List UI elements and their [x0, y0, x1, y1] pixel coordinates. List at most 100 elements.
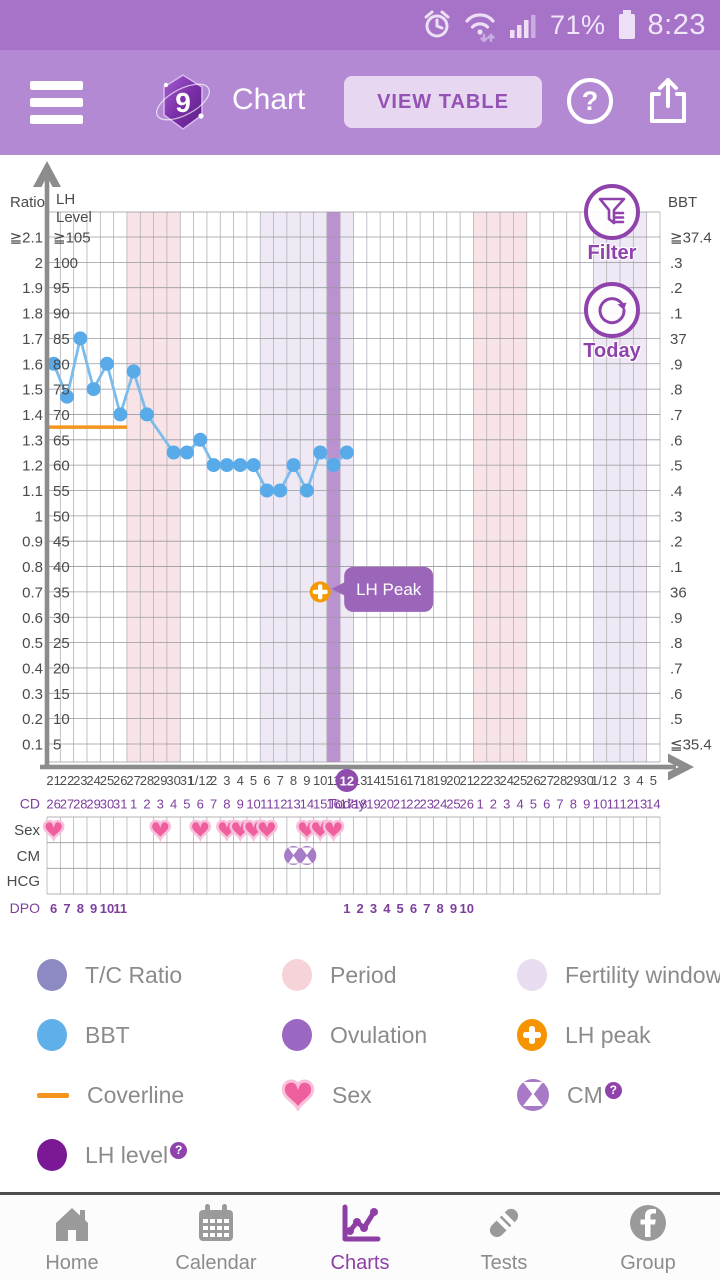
nav-item-calendar[interactable]: Calendar — [144, 1195, 288, 1280]
bbt-point[interactable] — [86, 382, 101, 397]
cd-label: 12 — [619, 797, 633, 812]
bbt-point[interactable] — [299, 483, 314, 498]
bbt-point[interactable] — [139, 407, 154, 422]
dpo-label: 7 — [63, 901, 70, 916]
status-bar: 71% 8:23 — [0, 0, 720, 50]
date-label: 16 — [393, 773, 407, 788]
bbt-point[interactable] — [179, 445, 194, 460]
date-label: 7 — [277, 773, 284, 788]
cd-label: 19 — [366, 797, 380, 812]
nav-item-charts[interactable]: Charts — [288, 1195, 432, 1280]
bbt-point[interactable] — [113, 407, 128, 422]
sex-heart-icon[interactable] — [42, 819, 65, 843]
date-label: 26 — [526, 773, 540, 788]
bbt-tick: .8 — [670, 382, 683, 399]
sex-heart-icon[interactable] — [149, 819, 172, 843]
cd-label: 23 — [420, 797, 434, 812]
sex-heart-icon[interactable] — [322, 819, 345, 843]
bbt-line — [52, 338, 348, 494]
legend-label: Coverline — [87, 1081, 185, 1108]
lh-tick: 30 — [53, 610, 70, 627]
cd-label: 29 — [86, 797, 100, 812]
lh-tick: 85 — [53, 331, 70, 348]
band-ovulation — [326, 212, 341, 762]
bbt-point[interactable] — [100, 356, 114, 371]
today-button[interactable]: Today — [583, 282, 641, 363]
bbt-point[interactable] — [60, 389, 74, 404]
help-icon[interactable]: ? — [567, 78, 613, 124]
sex-heart-icon[interactable] — [189, 819, 212, 843]
group-icon — [626, 1201, 670, 1250]
lh-tick: ≧105 — [53, 230, 91, 247]
legend-help-icon[interactable]: ? — [170, 1141, 188, 1159]
share-icon[interactable] — [645, 76, 691, 126]
ratio-tick: 0.2 — [22, 711, 43, 728]
bbt-point[interactable] — [339, 445, 354, 460]
cd-label: 3 — [503, 797, 510, 812]
lh-tick: 65 — [53, 432, 70, 449]
filter-button[interactable]: Filter — [583, 184, 641, 265]
lh-tick: 80 — [53, 356, 70, 373]
cd-label: 30 — [100, 797, 114, 812]
cd-label: 20 — [380, 797, 394, 812]
bbt-point[interactable] — [73, 331, 88, 346]
nav-label: Tests — [480, 1251, 528, 1274]
lh-tick: 5 — [53, 737, 61, 754]
ratio-tick: 1.6 — [22, 356, 43, 373]
bbt-point[interactable] — [206, 458, 221, 473]
cd-label: 15 — [313, 797, 327, 812]
date-label: 2 — [610, 773, 617, 788]
bbt-point[interactable] — [273, 483, 288, 498]
bbt-point[interactable] — [46, 356, 61, 371]
ratio-tick: 1.7 — [22, 331, 43, 348]
bbt-tick: ≧37.4 — [670, 230, 712, 247]
bbt-point[interactable] — [166, 445, 181, 460]
cd-label: 8 — [223, 797, 230, 812]
chart-canvas: Ratio LHLevelBBT≧2.121.91.81.71.61.51.41.… — [7, 161, 712, 916]
nav-item-group[interactable]: Group — [576, 1195, 720, 1280]
bbt-point[interactable] — [219, 458, 234, 473]
nav-item-tests[interactable]: Tests — [432, 1195, 576, 1280]
bbt-point[interactable] — [259, 483, 274, 498]
bbt-point[interactable] — [313, 445, 328, 460]
bbt-point[interactable] — [286, 458, 301, 473]
lh-tick: 20 — [53, 660, 70, 677]
lh-tick: 50 — [53, 508, 70, 525]
dpo-label: 8 — [77, 901, 84, 916]
ratio-tick: 1.4 — [22, 407, 43, 424]
cd-label: 9 — [237, 797, 244, 812]
cd-label: 7 — [210, 797, 217, 812]
today-date-marker[interactable]: 12 — [335, 769, 359, 792]
cd-label: 2 — [490, 797, 497, 812]
bbt-point[interactable] — [233, 458, 248, 473]
lh-tick: 45 — [53, 534, 70, 551]
cd-label: 4 — [170, 797, 177, 812]
legend-item-ovulation: Ovulation — [281, 1005, 516, 1065]
sex-heart-icon[interactable] — [256, 819, 278, 843]
date-label: 17 — [406, 773, 420, 788]
lh-peak-marker[interactable] — [309, 581, 331, 603]
nav-item-home[interactable]: Home — [0, 1195, 144, 1280]
app-header: 9 Chart VIEW TABLE ? — [0, 50, 720, 155]
bbt-point[interactable] — [246, 458, 261, 473]
cm-icon[interactable] — [297, 846, 317, 865]
bbt-point[interactable] — [326, 458, 341, 473]
bottom-navigation: Home Calendar Charts Tests Group — [0, 1192, 720, 1280]
lh-peak-tooltip[interactable]: LH Peak — [331, 566, 434, 612]
bbt-point[interactable] — [193, 432, 208, 447]
date-label: 30 — [579, 773, 593, 788]
view-table-button[interactable]: VIEW TABLE — [344, 76, 542, 128]
legend-help-icon[interactable]: ? — [604, 1081, 622, 1099]
cd-label: 9 — [583, 797, 590, 812]
date-label: 28 — [140, 773, 154, 788]
legend-item-sex: Sex — [281, 1065, 516, 1125]
lh-tick: 95 — [53, 280, 70, 297]
cm-icon[interactable] — [284, 846, 304, 865]
filter-funnel-icon — [598, 197, 626, 225]
ratio-tick: ≧2.1 — [10, 230, 43, 247]
home-icon — [50, 1201, 94, 1250]
ratio-tick: 1.2 — [22, 458, 43, 475]
ratio-axis-title: Ratio — [10, 194, 45, 211]
hamburger-menu-icon[interactable] — [30, 81, 83, 124]
bbt-point[interactable] — [126, 364, 141, 379]
